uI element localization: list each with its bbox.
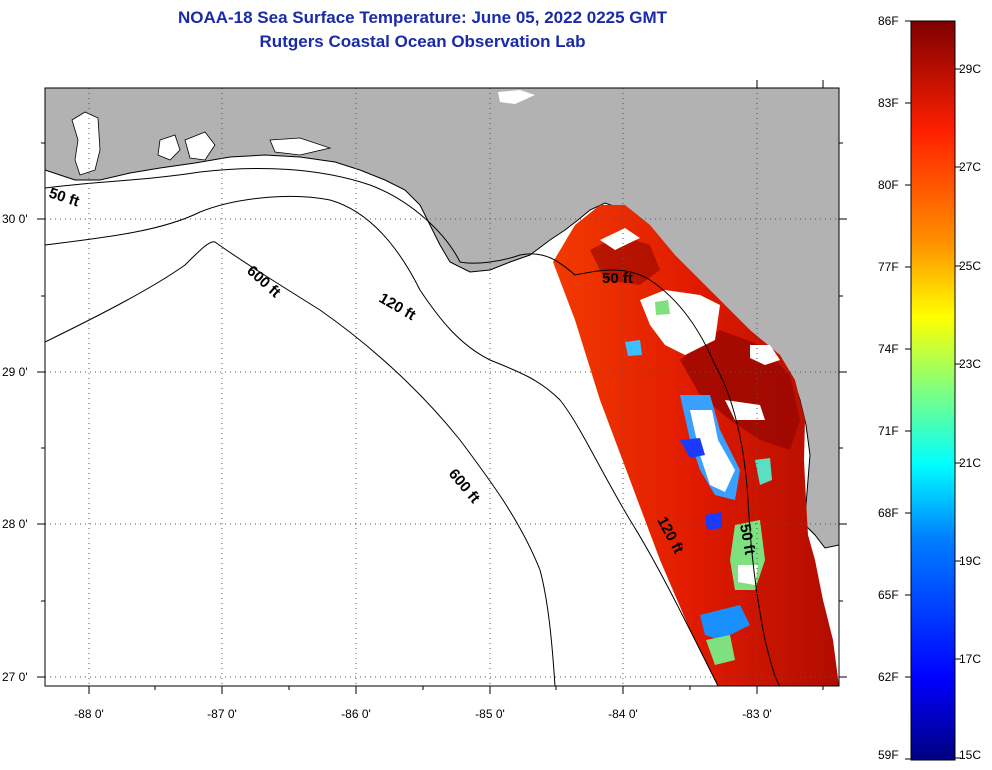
colorbar-f-label: 77F (878, 260, 899, 274)
lat-tick-label: 28 0' (2, 517, 28, 531)
lat-tick-label: 30 0' (2, 212, 28, 226)
contour-label: 50 ft (736, 523, 758, 556)
colorbar-c-label: 19C (959, 554, 982, 568)
colorbar-f-label: 59F (878, 748, 899, 762)
lat-tick-label: 27 0' (2, 670, 28, 684)
map-subtitle: Rutgers Coastal Ocean Observation Lab (259, 32, 586, 51)
contour-label: 50 ft (602, 270, 633, 287)
colorbar-c-label: 21C (959, 456, 982, 470)
colorbar-f-label: 80F (878, 178, 899, 192)
land-mass (45, 88, 839, 549)
lon-tick-label: -84 0' (608, 707, 638, 721)
colorbar-c-label: 25C (959, 259, 982, 273)
colorbar (910, 20, 956, 761)
colorbar-c-label: 23C (959, 357, 982, 371)
colorbar-f-label: 83F (878, 96, 899, 110)
colorbar-f-label: 86F (878, 14, 899, 28)
colorbar-f-label: 62F (878, 670, 899, 684)
colorbar-c-label: 17C (959, 652, 982, 666)
lat-tick-label: 29 0' (2, 365, 28, 379)
lon-tick-label: -86 0' (341, 707, 371, 721)
colorbar-f-label: 65F (878, 588, 899, 602)
lon-tick-label: -85 0' (475, 707, 505, 721)
colorbar-f-label: 68F (878, 506, 899, 520)
map-title: NOAA-18 Sea Surface Temperature: June 05… (177, 8, 668, 27)
colorbar-c-label: 15C (959, 748, 982, 762)
map-frame (44, 87, 840, 687)
lon-tick-label: -83 0' (742, 707, 772, 721)
lon-tick-label: -87 0' (207, 707, 237, 721)
colorbar-f-label: 74F (878, 342, 899, 356)
lon-tick-label: -88 0' (74, 707, 104, 721)
colorbar-c-label: 27C (959, 160, 982, 174)
colorbar-f-label: 71F (878, 424, 899, 438)
colorbar-c-label: 29C (959, 62, 982, 76)
